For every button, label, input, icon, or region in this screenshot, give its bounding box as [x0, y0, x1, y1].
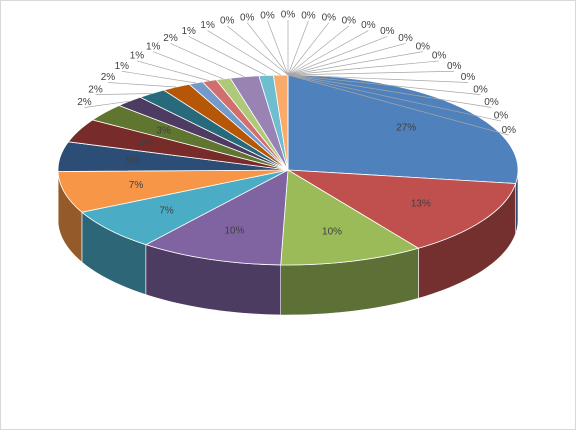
- data-label: 5%: [126, 155, 141, 166]
- slice: [57, 169, 289, 213]
- leader-line: [287, 74, 509, 136]
- data-label: 1%: [146, 41, 161, 52]
- leader-line: [287, 74, 469, 83]
- leader-line: [287, 36, 388, 76]
- leader-line: [287, 70, 455, 76]
- data-label: 0%: [220, 16, 235, 27]
- data-label: 2%: [77, 97, 92, 108]
- data-label: 0%: [447, 61, 462, 72]
- data-label: 1%: [115, 61, 130, 72]
- data-label: 4%: [139, 138, 154, 149]
- data-label: 7%: [129, 180, 144, 191]
- leader-line: [107, 82, 177, 88]
- data-label: 0%: [473, 84, 488, 95]
- data-label: 0%: [380, 26, 395, 37]
- data-label: 0%: [432, 51, 447, 62]
- data-label: 10%: [322, 227, 342, 238]
- data-label: 7%: [159, 205, 174, 216]
- leader-line: [287, 60, 440, 76]
- leader-line: [226, 25, 289, 76]
- data-label: 2%: [163, 33, 178, 44]
- slice: [81, 169, 289, 246]
- leader-line: [153, 51, 224, 80]
- leader-line: [287, 20, 309, 76]
- leader-line: [287, 43, 406, 76]
- leader-line: [287, 74, 481, 95]
- leader-line: [287, 30, 369, 76]
- data-label: 0%: [494, 111, 509, 122]
- data-label: 0%: [240, 12, 255, 23]
- data-label: 1%: [200, 20, 215, 31]
- data-label: 3%: [156, 126, 171, 137]
- data-label: 1%: [181, 26, 196, 37]
- data-label: 0%: [416, 41, 431, 52]
- data-label: 0%: [260, 10, 275, 21]
- data-label: 0%: [281, 10, 296, 21]
- data-label: 0%: [484, 97, 499, 108]
- data-label: 10%: [225, 225, 245, 236]
- leader-line: [287, 74, 502, 122]
- data-label: 0%: [322, 12, 337, 23]
- leader-line: [188, 36, 267, 76]
- data-label: 13%: [411, 199, 431, 210]
- data-label: 2%: [88, 84, 103, 95]
- leader-line: [121, 70, 196, 84]
- data-label: 1%: [130, 51, 145, 62]
- leader-line: [287, 74, 492, 108]
- data-label: 0%: [342, 16, 357, 27]
- data-label: 0%: [461, 72, 476, 83]
- leader-line: [267, 20, 289, 76]
- leader-line: [287, 51, 423, 76]
- leader-line: [95, 93, 152, 95]
- data-label: 0%: [361, 20, 376, 31]
- leader-line: [136, 60, 210, 82]
- data-label: 0%: [398, 33, 413, 44]
- leader-line: [246, 22, 289, 76]
- slice: [144, 169, 289, 266]
- data-label: 0%: [502, 125, 517, 136]
- leader-line: [170, 43, 245, 78]
- slice: [280, 169, 420, 266]
- leader-line: [287, 25, 350, 76]
- leader-line: [207, 30, 281, 76]
- data-label: 2%: [101, 72, 116, 83]
- leader-line: [84, 100, 130, 108]
- slice: [287, 169, 517, 249]
- data-label: 0%: [301, 10, 316, 21]
- leader-line: [287, 22, 330, 76]
- data-label: 27%: [396, 122, 416, 133]
